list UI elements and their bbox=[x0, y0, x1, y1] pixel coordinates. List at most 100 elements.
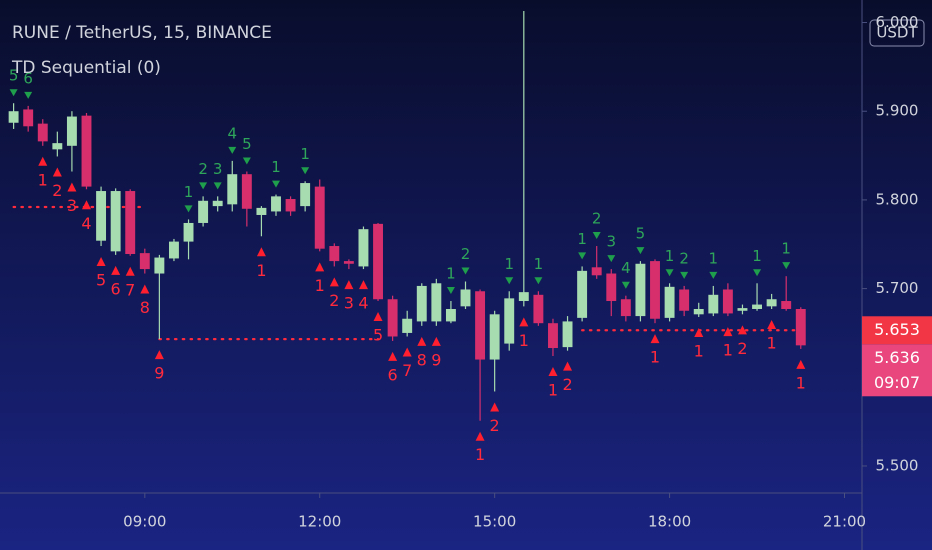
candle-body bbox=[693, 308, 704, 315]
td-marker bbox=[563, 361, 573, 371]
td-count: 2 bbox=[562, 375, 572, 394]
td-marker bbox=[475, 431, 485, 441]
td-marker bbox=[140, 284, 150, 294]
candle-body bbox=[722, 289, 733, 314]
td-count: 1 bbox=[781, 240, 791, 258]
td-count: 6 bbox=[388, 365, 398, 384]
currency-label[interactable]: USDT bbox=[876, 24, 918, 42]
candle-body bbox=[445, 308, 456, 322]
td-marker bbox=[184, 205, 193, 213]
td-marker bbox=[125, 266, 135, 276]
candle-body bbox=[168, 241, 179, 259]
td-marker bbox=[446, 287, 455, 295]
chart-title: RUNE / TetherUS, 15, BINANCE bbox=[12, 23, 272, 43]
td-count: 1 bbox=[752, 247, 762, 265]
candle-body bbox=[285, 199, 296, 212]
price-label-box bbox=[862, 344, 932, 397]
candle-body bbox=[81, 115, 92, 187]
candle-body bbox=[373, 223, 383, 300]
td-marker bbox=[111, 265, 121, 275]
candle-body bbox=[125, 191, 136, 255]
td-marker bbox=[534, 277, 543, 285]
td-count: 2 bbox=[52, 181, 62, 200]
y-tick-label: 5.500 bbox=[876, 456, 919, 474]
td-count: 2 bbox=[679, 249, 689, 267]
candle-body bbox=[227, 174, 238, 205]
price-label-box bbox=[862, 316, 932, 345]
td-marker bbox=[519, 317, 529, 327]
candle-body bbox=[343, 261, 354, 264]
td-count: 2 bbox=[198, 160, 208, 178]
td-count: 9 bbox=[154, 364, 164, 383]
x-tick-label: 21:00 bbox=[823, 513, 866, 531]
td-marker bbox=[592, 232, 601, 240]
candle-body bbox=[66, 116, 77, 146]
candle-body bbox=[606, 273, 617, 302]
td-marker bbox=[358, 280, 368, 290]
candle-body bbox=[314, 186, 325, 249]
y-tick-label: 6.000 bbox=[876, 13, 919, 31]
x-tick-label: 09:00 bbox=[123, 513, 166, 531]
currency-button[interactable] bbox=[869, 19, 925, 47]
y-tick-label: 5.700 bbox=[876, 279, 919, 297]
price-label: 5.636 bbox=[874, 348, 920, 367]
candle-body bbox=[475, 291, 486, 360]
td-marker bbox=[505, 277, 514, 285]
td-marker bbox=[329, 277, 339, 287]
td-count: 7 bbox=[125, 280, 135, 299]
td-marker bbox=[680, 271, 689, 279]
td-count: 1 bbox=[548, 381, 558, 400]
candle-body bbox=[562, 321, 573, 348]
td-marker bbox=[52, 167, 62, 177]
candle-body bbox=[781, 301, 792, 309]
td-count: 2 bbox=[490, 416, 500, 435]
candle-body bbox=[679, 289, 690, 311]
td-marker bbox=[344, 280, 354, 290]
candle-body bbox=[23, 109, 34, 127]
td-count: 1 bbox=[38, 170, 48, 189]
td-count: 2 bbox=[592, 210, 602, 228]
candle-body bbox=[650, 261, 660, 319]
td-marker bbox=[228, 146, 237, 154]
candle-body bbox=[489, 314, 500, 360]
candle-body bbox=[548, 323, 558, 349]
td-marker bbox=[271, 180, 280, 188]
td-count: 5 bbox=[242, 135, 252, 153]
td-marker bbox=[694, 327, 704, 337]
td-count: 1 bbox=[315, 276, 325, 295]
candle-body bbox=[664, 286, 675, 318]
td-marker bbox=[199, 182, 208, 190]
td-marker bbox=[767, 319, 777, 329]
candle-body bbox=[37, 123, 48, 142]
td-count: 1 bbox=[665, 247, 675, 265]
candle-body bbox=[183, 222, 194, 242]
candle-body bbox=[358, 229, 369, 267]
td-count: 3 bbox=[213, 160, 223, 178]
candle-body bbox=[518, 292, 529, 302]
td-count: 2 bbox=[737, 339, 747, 358]
td-count: 8 bbox=[140, 298, 150, 317]
td-count: 1 bbox=[709, 249, 719, 267]
candle-body bbox=[110, 191, 121, 252]
candle-body bbox=[212, 200, 223, 207]
td-count: 5 bbox=[9, 67, 19, 85]
x-tick-label: 15:00 bbox=[473, 513, 516, 531]
td-count: 1 bbox=[256, 261, 266, 280]
td-count: 5 bbox=[373, 326, 383, 345]
td-marker bbox=[490, 402, 500, 412]
td-marker bbox=[737, 325, 747, 335]
td-marker bbox=[636, 247, 645, 255]
candle-body bbox=[431, 283, 442, 322]
x-tick-label: 12:00 bbox=[298, 513, 341, 531]
td-marker bbox=[665, 269, 674, 277]
td-count: 4 bbox=[358, 294, 368, 313]
candle-body bbox=[402, 318, 413, 333]
td-count: 1 bbox=[723, 341, 733, 360]
td-count: 1 bbox=[694, 341, 704, 360]
td-count: 8 bbox=[417, 350, 427, 369]
td-count: 1 bbox=[300, 145, 310, 163]
candle-body bbox=[139, 253, 150, 270]
td-marker bbox=[650, 334, 660, 344]
td-count: 6 bbox=[23, 69, 33, 87]
td-marker bbox=[315, 262, 325, 272]
